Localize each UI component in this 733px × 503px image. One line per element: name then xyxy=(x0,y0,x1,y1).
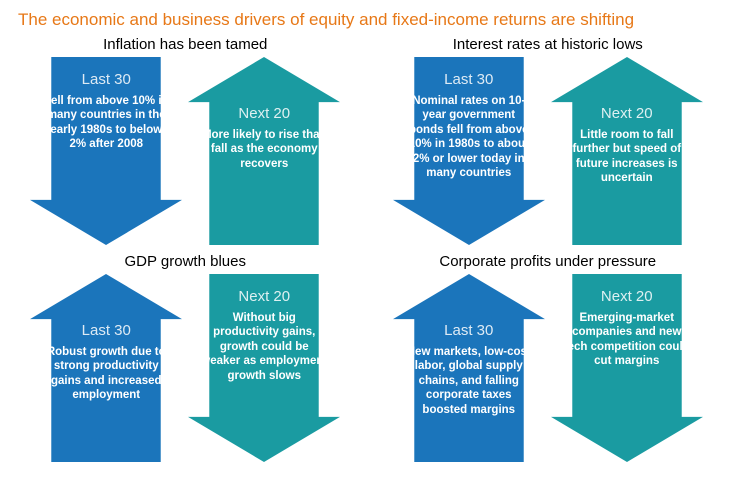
page-title: The economic and business drivers of equ… xyxy=(18,10,715,30)
arrow-body-text: Emerging-market companies and new tech c… xyxy=(563,311,691,369)
arrow-next20: Next 20 Little room to fall further but … xyxy=(551,57,703,245)
period-label: Next 20 xyxy=(563,105,691,122)
arrow-last30: Last 30 Nominal rates on 10-year governm… xyxy=(393,57,545,245)
panel-gdp: GDP growth blues Last 30 Robust growth d… xyxy=(18,253,353,462)
panel-heading: Inflation has been tamed xyxy=(103,36,267,53)
arrow-next20: Next 20 Emerging-market companies and ne… xyxy=(551,274,703,462)
period-label: Last 30 xyxy=(405,322,533,339)
arrow-next20: Next 20 More likely to rise than fall as… xyxy=(188,57,340,245)
arrow-body-text: New markets, low-cost labor, global supp… xyxy=(405,345,533,417)
panel-interest-rates: Interest rates at historic lows Last 30 … xyxy=(381,36,716,245)
arrow-pair: Last 30 Nominal rates on 10-year governm… xyxy=(393,57,703,245)
arrow-last30: Last 30 Robust growth due to strong prod… xyxy=(30,274,182,462)
arrow-next20: Next 20 Without big productivity gains, … xyxy=(188,274,340,462)
panel-corporate-profits: Corporate profits under pressure Last 30… xyxy=(381,253,716,462)
period-label: Next 20 xyxy=(200,288,328,305)
arrow-body-text: More likely to rise than fall as the eco… xyxy=(200,128,328,171)
arrow-last30: Last 30 New markets, low-cost labor, glo… xyxy=(393,274,545,462)
arrow-pair: Last 30 Fell from above 10% in many coun… xyxy=(30,57,340,245)
panel-heading: Interest rates at historic lows xyxy=(453,36,643,53)
arrow-body-text: Without big productivity gains, growth c… xyxy=(200,311,328,383)
arrow-pair: Last 30 New markets, low-cost labor, glo… xyxy=(393,274,703,462)
panel-inflation: Inflation has been tamed Last 30 Fell fr… xyxy=(18,36,353,245)
period-label: Last 30 xyxy=(42,322,170,339)
arrow-pair: Last 30 Robust growth due to strong prod… xyxy=(30,274,340,462)
panel-heading: GDP growth blues xyxy=(125,253,246,270)
period-label: Last 30 xyxy=(42,71,170,88)
arrow-body-text: Robust growth due to strong productivity… xyxy=(42,345,170,403)
period-label: Next 20 xyxy=(200,105,328,122)
panel-grid: Inflation has been tamed Last 30 Fell fr… xyxy=(18,36,715,462)
panel-heading: Corporate profits under pressure xyxy=(439,253,656,270)
arrow-body-text: Little room to fall further but speed of… xyxy=(563,128,691,186)
arrow-last30: Last 30 Fell from above 10% in many coun… xyxy=(30,57,182,245)
arrow-body-text: Fell from above 10% in many countries in… xyxy=(42,94,170,152)
period-label: Last 30 xyxy=(405,71,533,88)
period-label: Next 20 xyxy=(563,288,691,305)
arrow-body-text: Nominal rates on 10-year government bond… xyxy=(405,94,533,180)
